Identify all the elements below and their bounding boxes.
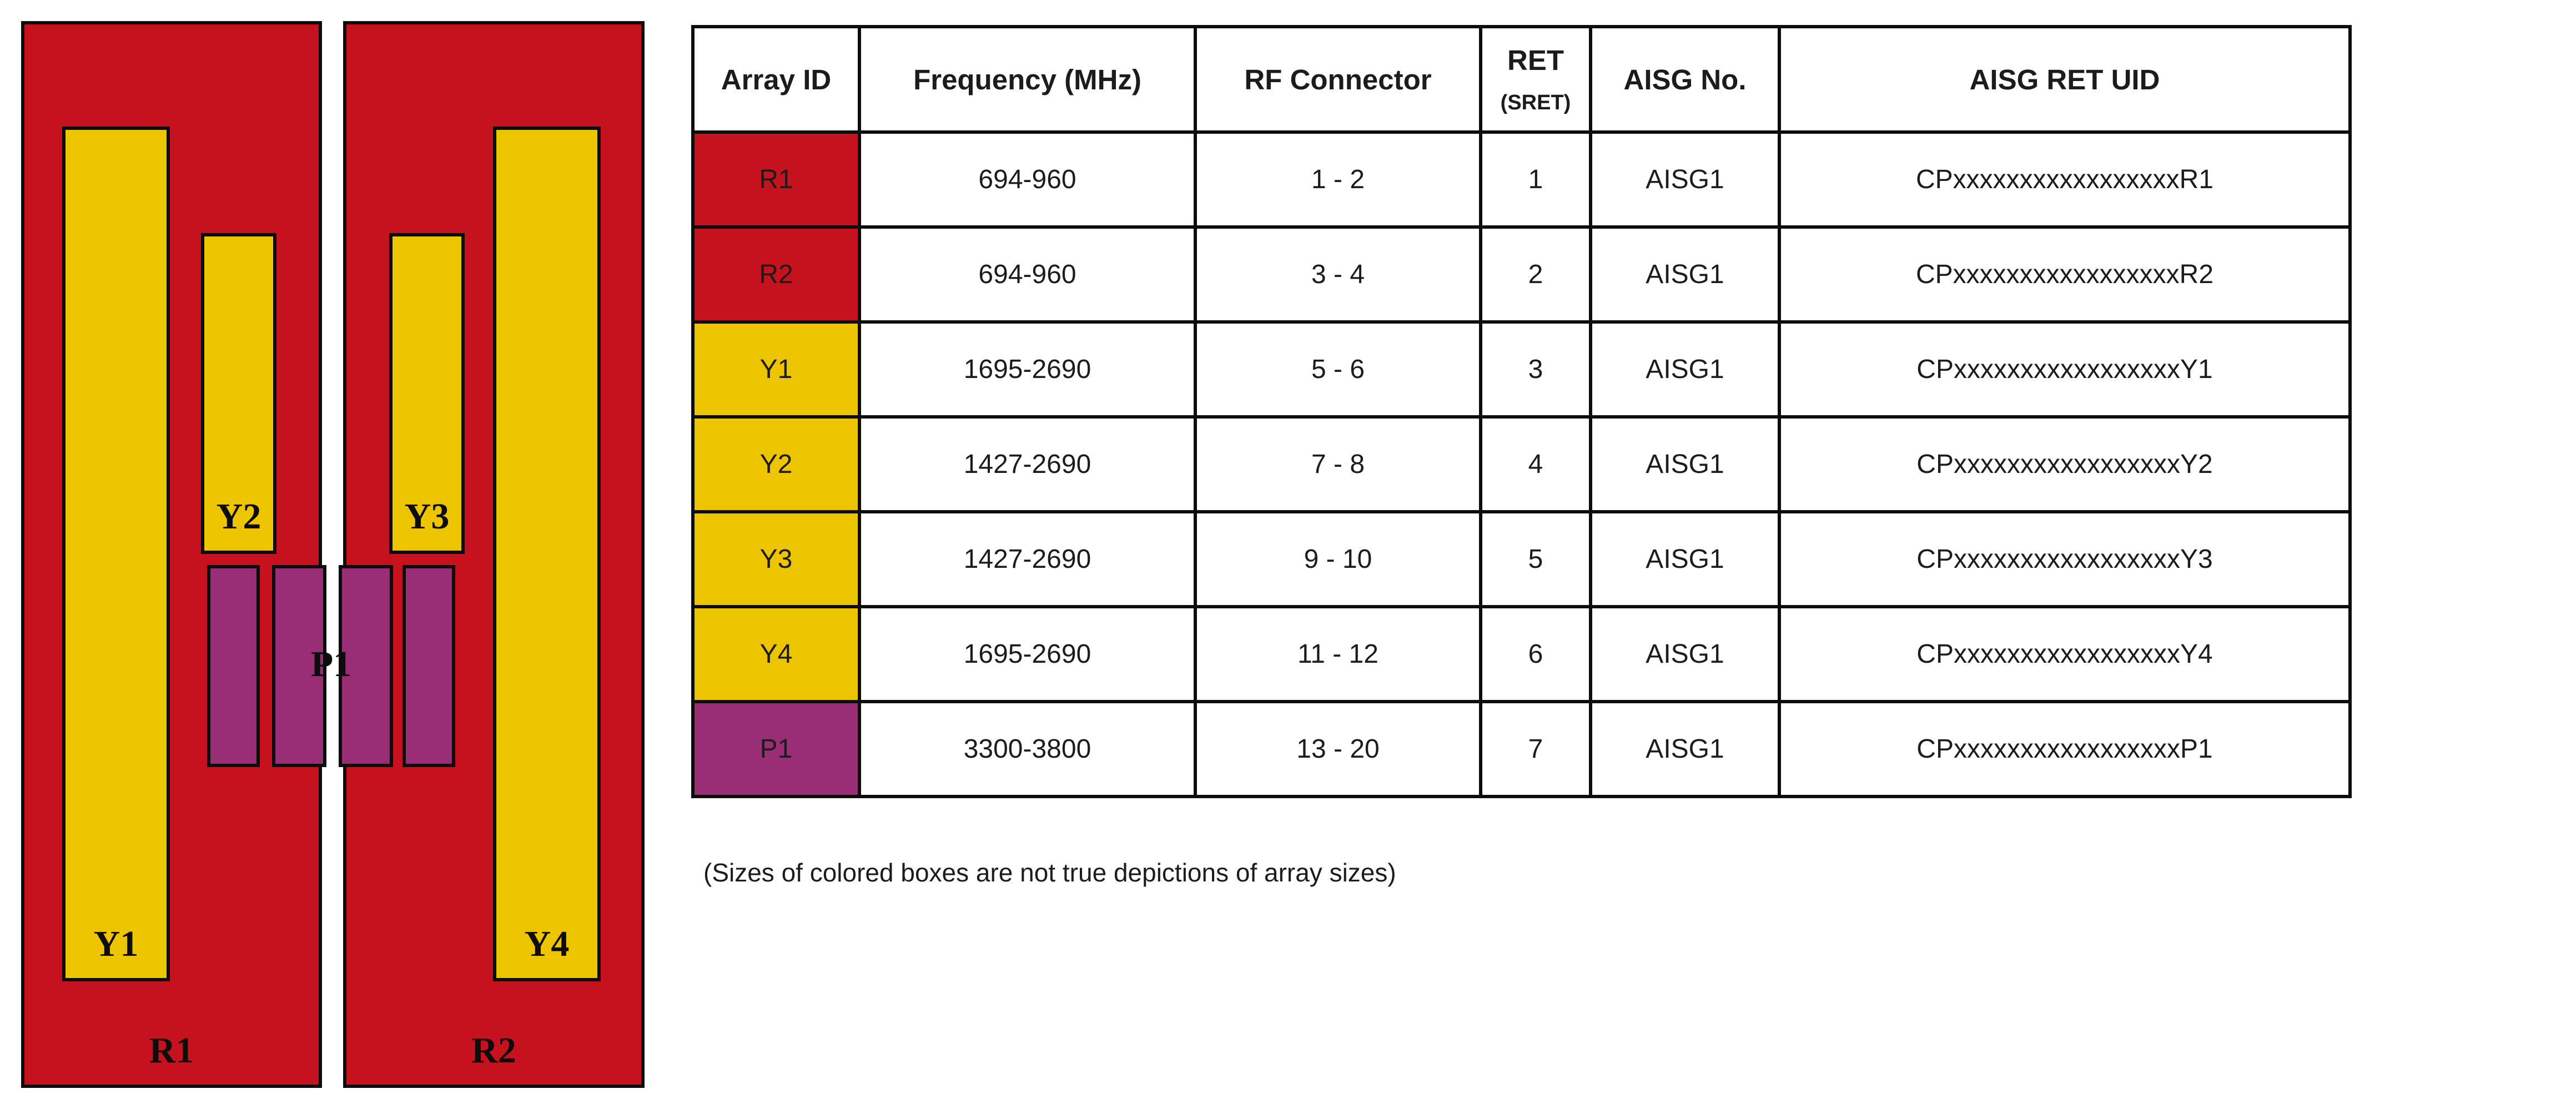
cell-frequency: 3300-3800	[858, 700, 1197, 798]
cell-array-id: P1	[691, 700, 861, 798]
table-row-r1: R1 694-960 1 - 2 1 AISG1 CPxxxxxxxxxxxxx…	[691, 130, 2352, 229]
table-row-y1: Y1 1695-2690 5 - 6 3 AISG1 CPxxxxxxxxxxx…	[691, 320, 2352, 419]
cell-frequency: 1695-2690	[858, 320, 1197, 419]
cell-array-id: Y3	[691, 510, 861, 608]
purple-array-p1-box-4	[402, 565, 455, 767]
header-aisg-no: AISG No.	[1589, 25, 1781, 134]
table-row-y2: Y2 1427-2690 7 - 8 4 AISG1 CPxxxxxxxxxxx…	[691, 415, 2352, 513]
table-header-row: Array ID Frequency (MHz) RF Connector RE…	[691, 25, 2352, 134]
table-row-y4: Y4 1695-2690 11 - 12 6 AISG1 CPxxxxxxxxx…	[691, 605, 2352, 703]
cell-ret: 3	[1479, 320, 1592, 419]
cell-frequency: 1695-2690	[858, 605, 1197, 703]
cell-frequency: 1427-2690	[858, 415, 1197, 513]
cell-frequency: 694-960	[858, 130, 1197, 229]
cell-rf-connector: 5 - 6	[1194, 320, 1482, 419]
cell-array-id: R1	[691, 130, 861, 229]
cell-aisg-ret-uid: CPxxxxxxxxxxxxxxxxxY4	[1778, 605, 2352, 703]
cell-aisg-ret-uid: CPxxxxxxxxxxxxxxxxxR1	[1778, 130, 2352, 229]
header-aisg-ret-uid: AISG RET UID	[1778, 25, 2352, 134]
array-label-y1: Y1	[93, 924, 139, 964]
cell-ret: 5	[1479, 510, 1592, 608]
yellow-array-y1: Y1	[62, 127, 170, 981]
cell-array-id: Y2	[691, 415, 861, 513]
array-label-y4: Y4	[524, 924, 570, 964]
header-ret-sub: (SRET)	[1500, 91, 1571, 114]
array-label-p1: P1	[310, 644, 352, 684]
cell-aisg-no: AISG1	[1589, 415, 1781, 513]
array-layout-diagram: R1 R2 Y1 Y2 Y3 Y4 P1	[0, 0, 683, 1119]
cell-rf-connector: 9 - 10	[1194, 510, 1482, 608]
header-ret-main: RET	[1507, 44, 1564, 76]
cell-rf-connector: 13 - 20	[1194, 700, 1482, 798]
cell-rf-connector: 1 - 2	[1194, 130, 1482, 229]
cell-array-id: Y1	[691, 320, 861, 419]
array-label-y3: Y3	[404, 496, 450, 537]
cell-ret: 4	[1479, 415, 1592, 513]
panel-label-r1: R1	[149, 1030, 194, 1071]
yellow-array-y2: Y2	[201, 233, 276, 554]
cell-aisg-ret-uid: CPxxxxxxxxxxxxxxxxxY3	[1778, 510, 2352, 608]
header-ret: RET (SRET)	[1479, 25, 1592, 134]
cell-ret: 1	[1479, 130, 1592, 229]
cell-aisg-no: AISG1	[1589, 225, 1781, 324]
purple-array-p1-box-3	[339, 565, 393, 767]
cell-ret: 2	[1479, 225, 1592, 324]
cell-array-id: R2	[691, 225, 861, 324]
purple-array-p1-box-2	[272, 565, 326, 767]
cell-aisg-no: AISG1	[1589, 605, 1781, 703]
cell-aisg-no: AISG1	[1589, 510, 1781, 608]
header-rf-connector: RF Connector	[1194, 25, 1482, 134]
port-mapping-table: Array ID Frequency (MHz) RF Connector RE…	[691, 25, 2352, 798]
table-row-p1: P1 3300-3800 13 - 20 7 AISG1 CPxxxxxxxxx…	[691, 700, 2352, 798]
cell-aisg-ret-uid: CPxxxxxxxxxxxxxxxxxR2	[1778, 225, 2352, 324]
cell-frequency: 1427-2690	[858, 510, 1197, 608]
panel-label-r2: R2	[471, 1030, 516, 1071]
cell-aisg-no: AISG1	[1589, 700, 1781, 798]
cell-rf-connector: 11 - 12	[1194, 605, 1482, 703]
cell-rf-connector: 7 - 8	[1194, 415, 1482, 513]
table-row-y3: Y3 1427-2690 9 - 10 5 AISG1 CPxxxxxxxxxx…	[691, 510, 2352, 608]
cell-ret: 7	[1479, 700, 1592, 798]
cell-aisg-no: AISG1	[1589, 320, 1781, 419]
cell-aisg-ret-uid: CPxxxxxxxxxxxxxxxxxP1	[1778, 700, 2352, 798]
header-frequency: Frequency (MHz)	[858, 25, 1197, 134]
header-array-id: Array ID	[691, 25, 861, 134]
purple-array-p1-box-1	[207, 565, 260, 767]
cell-aisg-ret-uid: CPxxxxxxxxxxxxxxxxxY1	[1778, 320, 2352, 419]
yellow-array-y3: Y3	[389, 233, 465, 554]
array-label-y2: Y2	[216, 496, 261, 537]
yellow-array-y4: Y4	[493, 127, 601, 981]
cell-rf-connector: 3 - 4	[1194, 225, 1482, 324]
cell-ret: 6	[1479, 605, 1592, 703]
size-disclaimer-footnote: (Sizes of colored boxes are not true dep…	[703, 858, 1396, 887]
cell-array-id: Y4	[691, 605, 861, 703]
cell-frequency: 694-960	[858, 225, 1197, 324]
table-row-r2: R2 694-960 3 - 4 2 AISG1 CPxxxxxxxxxxxxx…	[691, 225, 2352, 324]
cell-aisg-no: AISG1	[1589, 130, 1781, 229]
cell-aisg-ret-uid: CPxxxxxxxxxxxxxxxxxY2	[1778, 415, 2352, 513]
